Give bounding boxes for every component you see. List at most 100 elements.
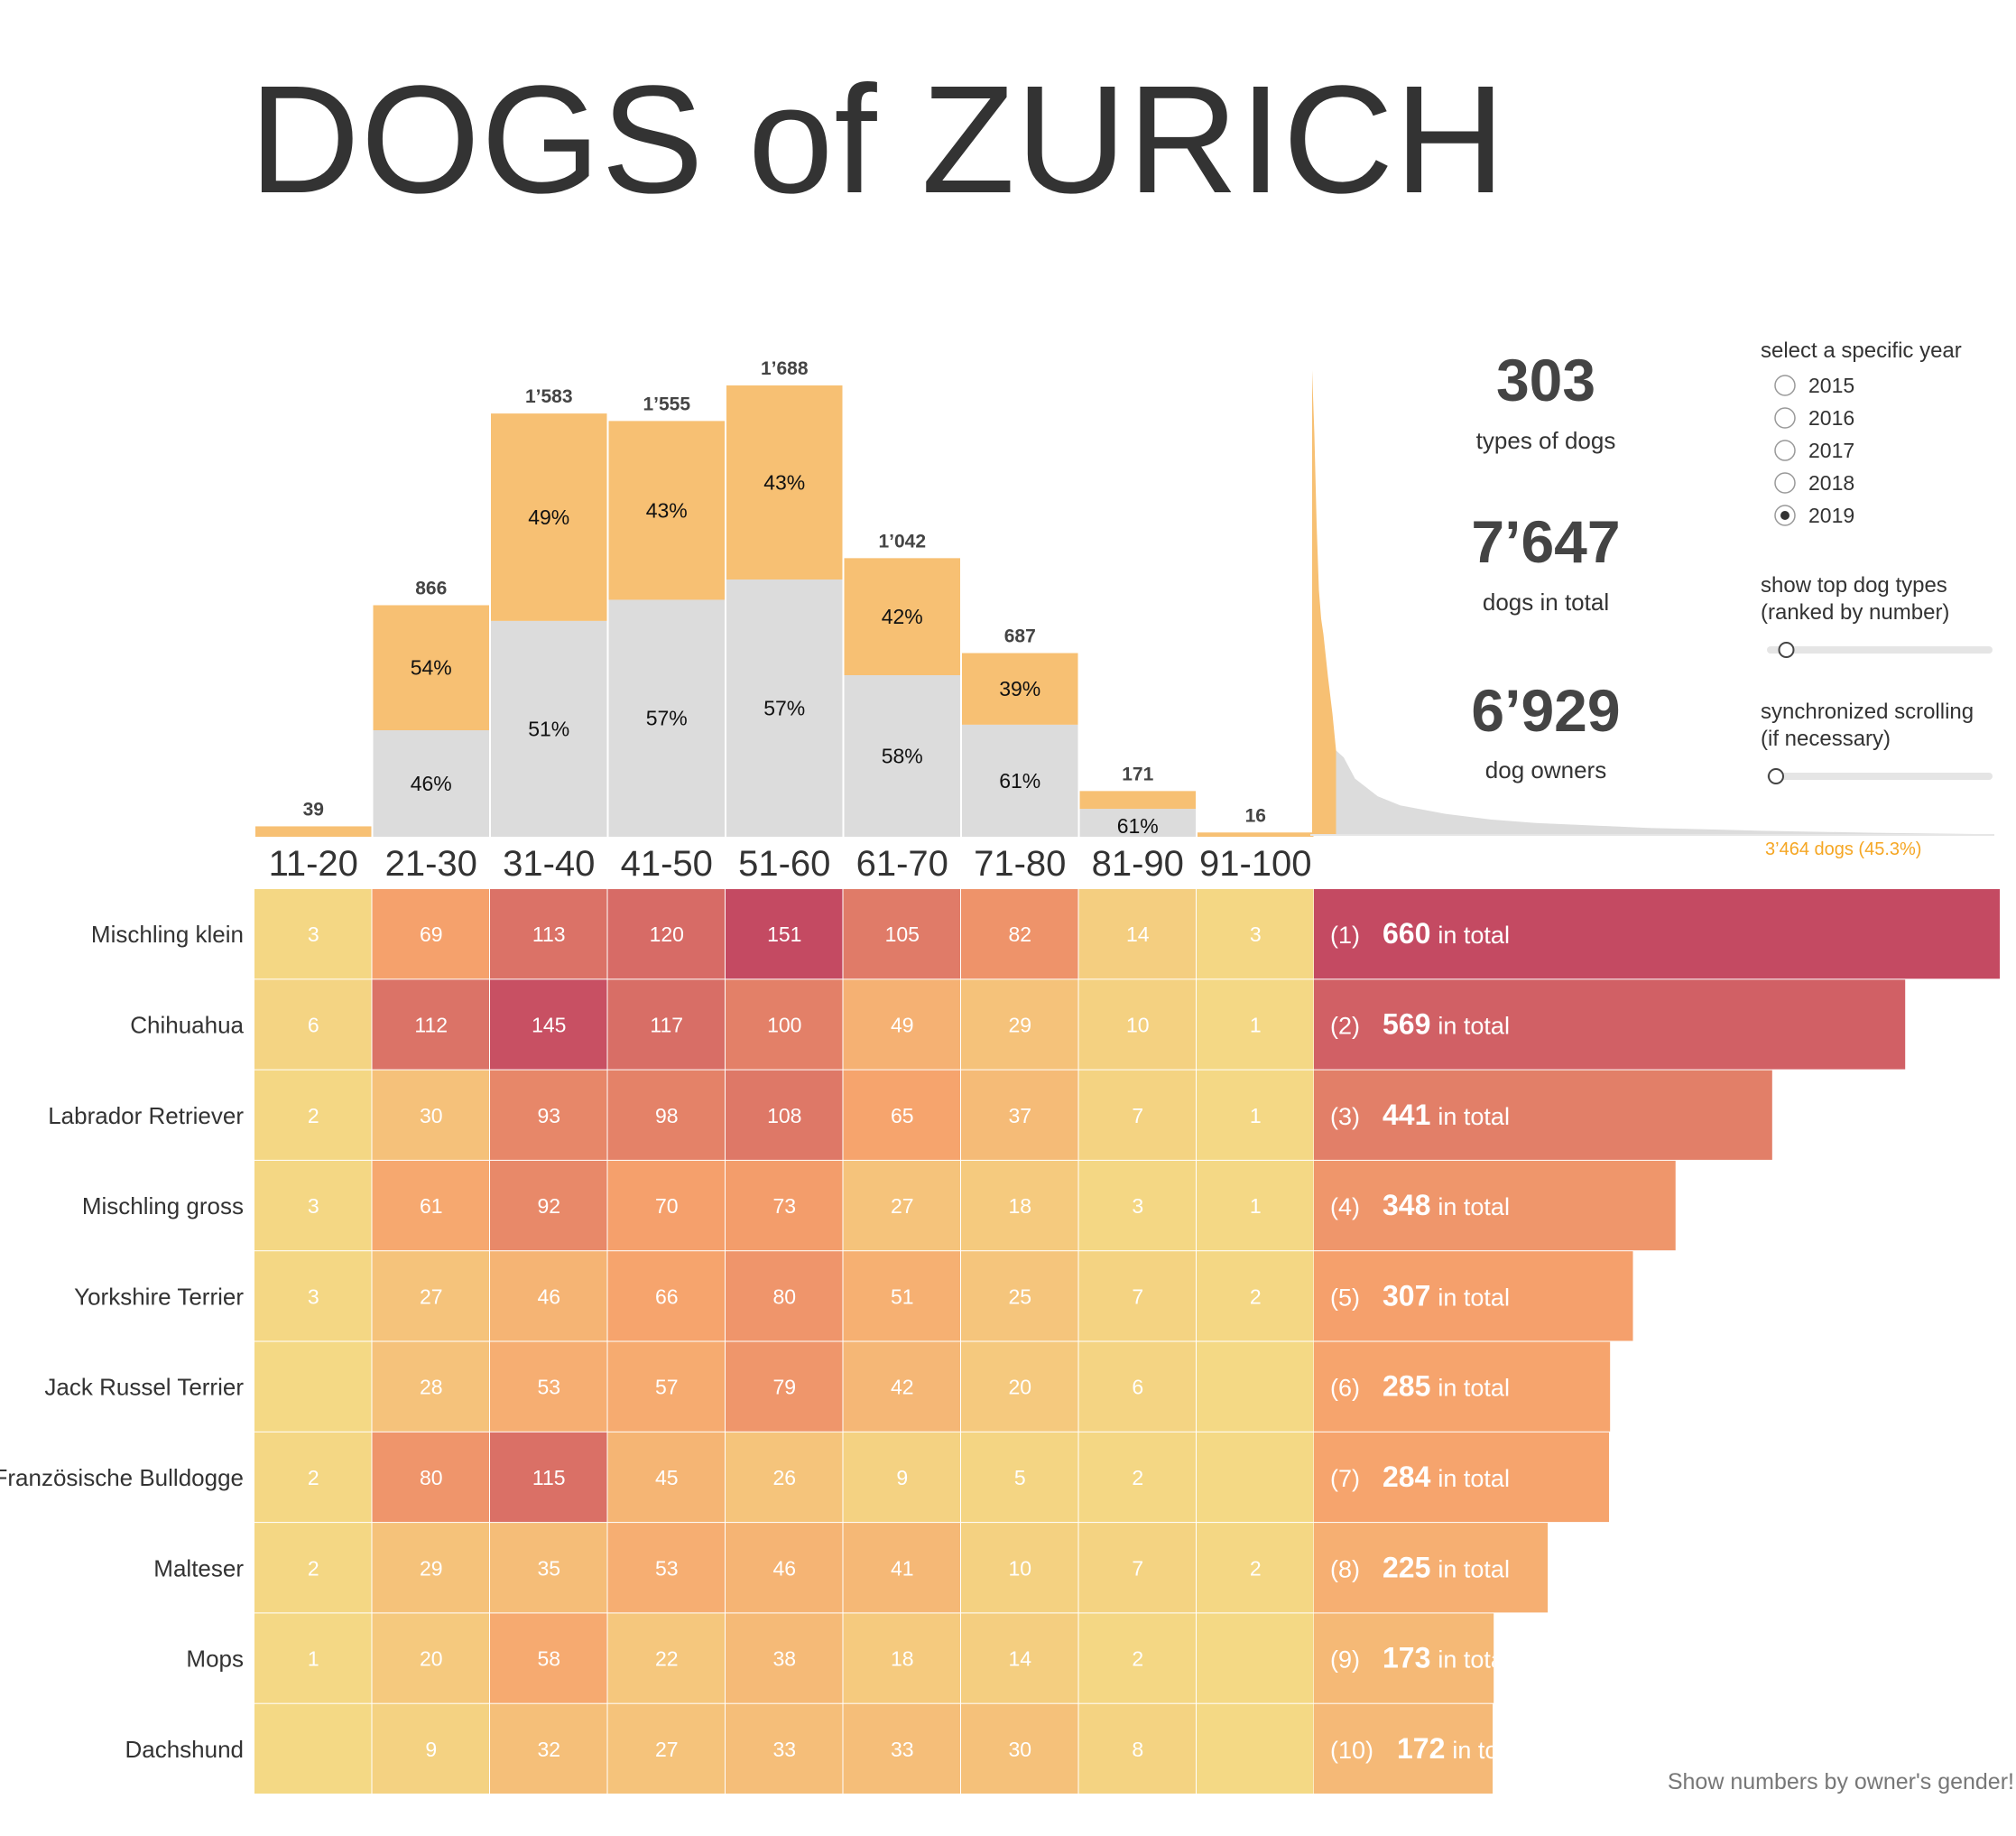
heat-cell[interactable] [254, 1160, 372, 1251]
heat-cell[interactable] [1197, 1251, 1314, 1341]
heat-cell[interactable] [490, 1251, 607, 1341]
heat-cell[interactable] [1197, 1703, 1314, 1794]
heat-cell[interactable] [254, 889, 372, 979]
heat-cell[interactable] [607, 1160, 726, 1251]
heat-cell[interactable] [843, 979, 961, 1070]
heat-cell[interactable] [843, 1523, 961, 1613]
heat-cell[interactable] [490, 1341, 607, 1432]
heat-cell[interactable] [843, 1341, 961, 1432]
heat-cell[interactable] [490, 1070, 607, 1160]
heat-cell[interactable] [726, 1251, 843, 1341]
year-radio-2016[interactable]: 2016 [1774, 406, 1854, 430]
heat-cell[interactable] [726, 1070, 843, 1160]
top-types-slider[interactable] [1767, 642, 1993, 658]
heat-cell[interactable] [490, 1613, 607, 1703]
heat-cell[interactable] [254, 1251, 372, 1341]
rank-bar[interactable] [1314, 1160, 1676, 1251]
heat-cell[interactable] [1197, 889, 1314, 979]
heat-cell[interactable] [607, 979, 726, 1070]
heat-cell[interactable] [254, 1613, 372, 1703]
heat-cell[interactable] [490, 979, 607, 1070]
heat-cell[interactable] [961, 1523, 1078, 1613]
heat-cell[interactable] [1197, 1070, 1314, 1160]
heat-cell[interactable] [726, 979, 843, 1070]
heat-cell[interactable] [372, 1523, 490, 1613]
sync-scroll-slider[interactable] [1767, 768, 1993, 784]
heat-cell[interactable] [1078, 1160, 1197, 1251]
slider-track[interactable] [1767, 646, 1993, 654]
rank-bar[interactable] [1314, 1432, 1610, 1523]
heat-cell[interactable] [1078, 889, 1197, 979]
heat-cell[interactable] [607, 1251, 726, 1341]
heat-cell[interactable] [372, 1070, 490, 1160]
heat-cell[interactable] [961, 889, 1078, 979]
rank-bar[interactable] [1314, 979, 1906, 1070]
heat-cell[interactable] [607, 1613, 726, 1703]
radio-circle[interactable] [1774, 472, 1796, 494]
heat-cell[interactable] [254, 1341, 372, 1432]
heat-cell[interactable] [843, 1160, 961, 1251]
heat-cell[interactable] [607, 1341, 726, 1432]
slider-knob[interactable] [1768, 768, 1784, 784]
heat-cell[interactable] [843, 1703, 961, 1794]
heat-cell[interactable] [961, 1251, 1078, 1341]
heat-cell[interactable] [372, 979, 490, 1070]
heat-cell[interactable] [1197, 979, 1314, 1070]
heat-cell[interactable] [372, 1160, 490, 1251]
heat-cell[interactable] [726, 1613, 843, 1703]
heat-cell[interactable] [961, 1341, 1078, 1432]
heat-cell[interactable] [254, 1703, 372, 1794]
heat-cell[interactable] [1197, 1432, 1314, 1523]
radio-circle[interactable] [1774, 375, 1796, 396]
radio-circle[interactable] [1774, 407, 1796, 429]
rank-bar[interactable] [1314, 889, 2000, 979]
year-radio-2015[interactable]: 2015 [1774, 374, 1854, 397]
heat-cell[interactable] [1078, 1703, 1197, 1794]
heat-cell[interactable] [726, 1160, 843, 1251]
rank-bar[interactable] [1314, 1341, 1611, 1432]
heat-cell[interactable] [961, 1160, 1078, 1251]
heat-cell[interactable] [1078, 979, 1197, 1070]
heat-cell[interactable] [607, 1070, 726, 1160]
heat-cell[interactable] [372, 1251, 490, 1341]
heat-cell[interactable] [490, 1523, 607, 1613]
heat-cell[interactable] [372, 1613, 490, 1703]
heat-cell[interactable] [490, 1160, 607, 1251]
heat-cell[interactable] [726, 1523, 843, 1613]
heat-cell[interactable] [843, 889, 961, 979]
gender-toggle-link[interactable]: Show numbers by owner's gender! [1668, 1769, 2014, 1794]
year-radio-2019[interactable]: 2019 [1774, 504, 1854, 527]
heat-cell[interactable] [607, 1432, 726, 1523]
heat-cell[interactable] [961, 1613, 1078, 1703]
radio-circle[interactable] [1774, 440, 1796, 461]
heat-cell[interactable] [490, 889, 607, 979]
rank-bar[interactable] [1314, 1613, 1494, 1703]
heat-cell[interactable] [1078, 1070, 1197, 1160]
heat-cell[interactable] [372, 1341, 490, 1432]
heat-cell[interactable] [843, 1070, 961, 1160]
heat-cell[interactable] [372, 889, 490, 979]
heat-cell[interactable] [843, 1613, 961, 1703]
heat-cell[interactable] [726, 1341, 843, 1432]
heat-cell[interactable] [607, 1523, 726, 1613]
heat-cell[interactable] [372, 1432, 490, 1523]
heat-cell[interactable] [372, 1703, 490, 1794]
heat-cell[interactable] [1197, 1523, 1314, 1613]
heat-cell[interactable] [961, 1703, 1078, 1794]
heat-cell[interactable] [1197, 1160, 1314, 1251]
heat-cell[interactable] [961, 1432, 1078, 1523]
heat-cell[interactable] [843, 1432, 961, 1523]
slider-knob[interactable] [1778, 642, 1795, 658]
heat-cell[interactable] [254, 1523, 372, 1613]
heat-cell[interactable] [961, 979, 1078, 1070]
heat-cell[interactable] [726, 889, 843, 979]
heat-cell[interactable] [961, 1070, 1078, 1160]
rank-bar[interactable] [1314, 1703, 1494, 1794]
heat-cell[interactable] [1078, 1432, 1197, 1523]
heat-cell[interactable] [254, 1070, 372, 1160]
heat-cell[interactable] [726, 1432, 843, 1523]
heat-cell[interactable] [254, 979, 372, 1070]
year-radio-2017[interactable]: 2017 [1774, 439, 1854, 462]
heat-cell[interactable] [490, 1703, 607, 1794]
heat-cell[interactable] [1078, 1613, 1197, 1703]
